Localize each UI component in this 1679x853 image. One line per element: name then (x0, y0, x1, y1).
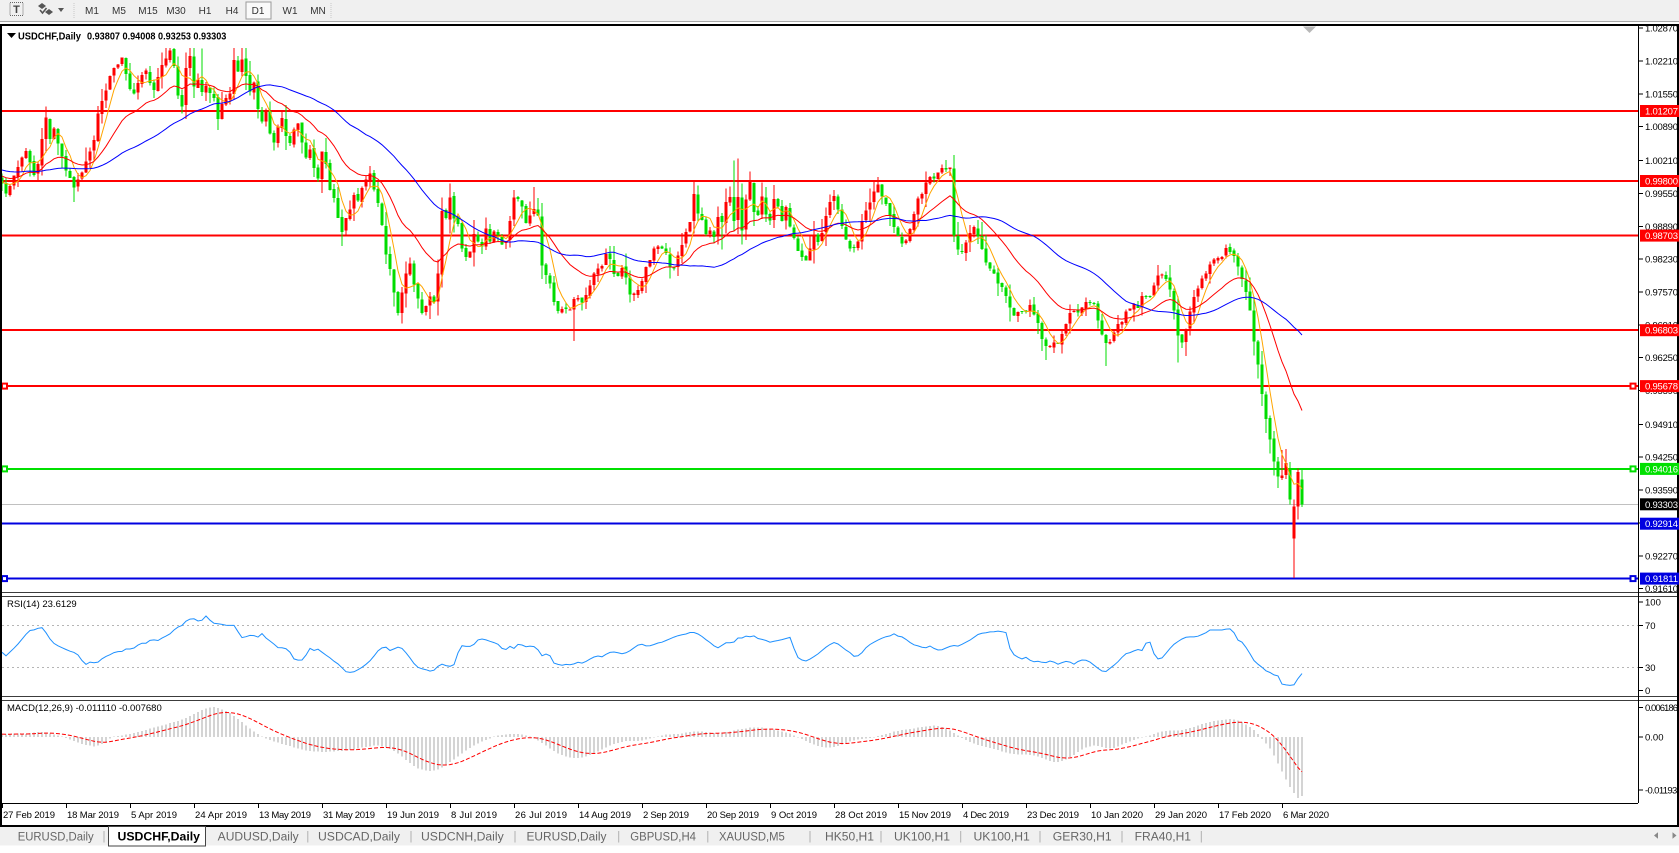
svg-text:W1: W1 (283, 6, 298, 17)
svg-text:M5: M5 (112, 6, 126, 17)
svg-text:USDCNH,Daily: USDCNH,Daily (421, 832, 504, 844)
svg-text:MN: MN (310, 6, 326, 17)
svg-text:10 Jan 2020: 10 Jan 2020 (1091, 810, 1143, 821)
svg-text:0.96250: 0.96250 (1645, 353, 1678, 364)
svg-text:0.98703: 0.98703 (1645, 231, 1678, 242)
svg-text:H1: H1 (199, 6, 212, 17)
svg-text:8 Jul 2019: 8 Jul 2019 (451, 810, 497, 821)
svg-text:0.93807: 0.93807 (87, 31, 120, 43)
svg-text:18 Mar 2019: 18 Mar 2019 (67, 810, 119, 821)
svg-text:1.00890: 1.00890 (1645, 122, 1678, 133)
svg-text:USDCAD,Daily: USDCAD,Daily (318, 832, 400, 844)
svg-text:0.92914: 0.92914 (1645, 519, 1678, 530)
svg-text:M1: M1 (85, 6, 99, 17)
svg-text:27 Feb 2019: 27 Feb 2019 (3, 810, 55, 821)
svg-text:GER30,H1: GER30,H1 (1053, 832, 1112, 844)
svg-text:UK100,H1: UK100,H1 (974, 832, 1030, 844)
svg-text:H4: H4 (226, 6, 239, 17)
svg-text:1.01207: 1.01207 (1645, 107, 1678, 118)
svg-text:26 Jul 2019: 26 Jul 2019 (515, 810, 567, 821)
svg-text:0.94910: 0.94910 (1645, 420, 1678, 431)
svg-text:31 May 2019: 31 May 2019 (323, 810, 375, 821)
svg-text:0.92270: 0.92270 (1645, 551, 1678, 562)
svg-text:24 Apr 2019: 24 Apr 2019 (195, 810, 247, 821)
svg-text:2 Sep 2019: 2 Sep 2019 (643, 810, 689, 821)
svg-text:6 Mar 2020: 6 Mar 2020 (1283, 810, 1329, 821)
svg-text:AUDUSD,Daily: AUDUSD,Daily (218, 832, 299, 844)
svg-text:MACD(12,26,9) -0.011110 -0.007: MACD(12,26,9) -0.011110 -0.007680 (7, 703, 162, 714)
svg-text:0.93590: 0.93590 (1645, 486, 1678, 497)
svg-text:0.95678: 0.95678 (1645, 382, 1678, 393)
svg-text:-0.011934: -0.011934 (1645, 786, 1679, 797)
svg-text:0.98890: 0.98890 (1645, 222, 1678, 233)
svg-text:28 Oct 2019: 28 Oct 2019 (835, 810, 887, 821)
svg-text:0.91811: 0.91811 (1645, 574, 1678, 585)
svg-text:0: 0 (1645, 686, 1650, 697)
svg-text:0.94016: 0.94016 (1645, 464, 1678, 475)
svg-text:17 Feb 2020: 17 Feb 2020 (1219, 810, 1271, 821)
svg-text:15 Nov 2019: 15 Nov 2019 (899, 810, 951, 821)
svg-text:30: 30 (1645, 663, 1656, 674)
svg-text:UK100,H1: UK100,H1 (894, 832, 950, 844)
svg-text:HK50,H1: HK50,H1 (825, 832, 874, 844)
svg-text:100: 100 (1645, 598, 1661, 609)
svg-text:0.94250: 0.94250 (1645, 453, 1678, 464)
svg-text:0.97570: 0.97570 (1645, 288, 1678, 299)
svg-text:GBPUSD,H4: GBPUSD,H4 (630, 832, 696, 844)
svg-text:0.00: 0.00 (1645, 733, 1664, 744)
svg-text:0.99550: 0.99550 (1645, 189, 1678, 200)
svg-text:1.00210: 1.00210 (1645, 156, 1678, 167)
svg-text:M30: M30 (166, 6, 186, 17)
svg-text:FRA40,H1: FRA40,H1 (1135, 832, 1191, 844)
svg-text:1.02870: 1.02870 (1645, 24, 1678, 35)
svg-text:1.01550: 1.01550 (1645, 89, 1678, 100)
svg-text:0.99800: 0.99800 (1645, 177, 1678, 188)
svg-text:0.98230: 0.98230 (1645, 255, 1678, 266)
svg-text:XAUUSD,M5: XAUUSD,M5 (719, 832, 785, 844)
svg-text:70: 70 (1645, 621, 1656, 632)
svg-text:19 Jun 2019: 19 Jun 2019 (387, 810, 439, 821)
svg-text:0.93253: 0.93253 (158, 31, 191, 43)
svg-text:EURUSD,Daily: EURUSD,Daily (18, 832, 94, 844)
svg-text:5 Apr 2019: 5 Apr 2019 (131, 810, 177, 821)
svg-text:13 May 2019: 13 May 2019 (259, 810, 311, 821)
svg-text:9 Oct 2019: 9 Oct 2019 (771, 810, 817, 821)
svg-text:0.94008: 0.94008 (123, 31, 156, 43)
svg-text:M15: M15 (138, 6, 158, 17)
svg-text:1.02210: 1.02210 (1645, 57, 1678, 68)
svg-text:0.96803: 0.96803 (1645, 326, 1678, 337)
svg-text:20 Sep 2019: 20 Sep 2019 (707, 810, 759, 821)
svg-text:0.006186: 0.006186 (1645, 703, 1678, 714)
svg-text:0.91610: 0.91610 (1645, 584, 1678, 595)
svg-text:T: T (13, 4, 20, 16)
svg-text:D1: D1 (252, 6, 265, 17)
svg-text:0.93303: 0.93303 (193, 31, 226, 43)
svg-text:29 Jan 2020: 29 Jan 2020 (1155, 810, 1207, 821)
svg-text:0.93303: 0.93303 (1645, 500, 1678, 511)
svg-text:USDCHF,Daily: USDCHF,Daily (118, 832, 201, 844)
svg-text:14 Aug 2019: 14 Aug 2019 (579, 810, 631, 821)
svg-text:23 Dec 2019: 23 Dec 2019 (1027, 810, 1079, 821)
svg-text:4 Dec 2019: 4 Dec 2019 (963, 810, 1009, 821)
svg-text:RSI(14) 23.6129: RSI(14) 23.6129 (7, 599, 77, 610)
svg-text:EURUSD,Daily: EURUSD,Daily (527, 832, 607, 844)
svg-text:USDCHF,Daily: USDCHF,Daily (18, 31, 81, 43)
